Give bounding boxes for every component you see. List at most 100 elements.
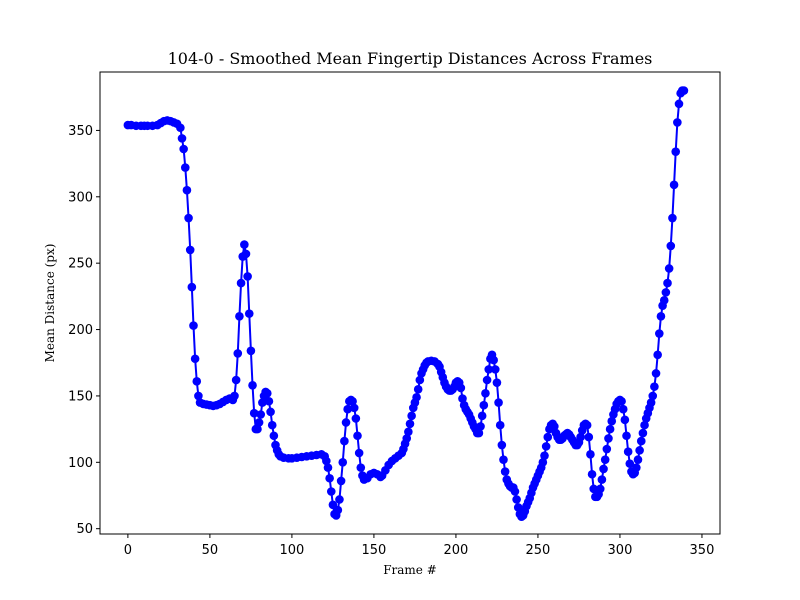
x-tick-label: 250 — [526, 543, 551, 558]
data-point — [263, 388, 272, 398]
y-tick-label: 50 — [76, 522, 93, 537]
data-point — [663, 278, 672, 288]
data-point — [412, 392, 421, 402]
data-point — [348, 396, 357, 406]
data-point — [587, 469, 597, 479]
data-point — [341, 418, 351, 427]
data-point — [231, 375, 241, 385]
data-point — [248, 381, 257, 390]
data-point — [177, 134, 187, 143]
data-point — [185, 245, 195, 255]
data-point — [499, 455, 508, 464]
data-point — [633, 455, 643, 464]
data-point — [646, 398, 656, 407]
data-point — [336, 476, 346, 486]
data-point — [402, 434, 412, 443]
data-point — [664, 264, 674, 273]
data-point — [190, 354, 200, 364]
data-point — [584, 432, 594, 442]
data-point — [669, 180, 679, 190]
data-point — [187, 282, 197, 292]
data-point — [679, 86, 689, 95]
data-point — [617, 396, 626, 406]
data-point — [333, 505, 343, 515]
data-point — [180, 163, 190, 172]
y-tick-label: 100 — [68, 456, 93, 471]
data-point — [479, 400, 489, 410]
data-point — [343, 404, 352, 414]
data-point — [458, 394, 467, 403]
data-point — [541, 442, 551, 451]
data-point — [256, 410, 266, 419]
data-point — [235, 311, 244, 321]
data-point — [266, 407, 275, 417]
x-axis: 0 50 100 150 200 250 300 350 — [124, 534, 714, 558]
data-point — [176, 123, 185, 133]
data-point — [241, 249, 251, 259]
data-point — [666, 241, 676, 251]
data-point — [415, 375, 425, 385]
data-point — [335, 495, 344, 504]
y-tick-label: 250 — [68, 257, 93, 272]
data-point — [230, 391, 239, 401]
data-point — [351, 414, 361, 423]
data-point — [582, 420, 592, 430]
data-point — [599, 464, 608, 474]
data-point — [354, 448, 364, 458]
data-point — [189, 321, 198, 330]
plot-area — [123, 86, 689, 522]
data-point — [648, 391, 658, 401]
data-point — [550, 422, 559, 431]
y-tick-label: 300 — [68, 190, 93, 205]
x-axis-label: Frame # — [383, 563, 437, 577]
data-point — [482, 375, 492, 385]
data-point — [476, 422, 485, 431]
data-point — [512, 495, 521, 504]
data-point — [258, 398, 267, 407]
data-point — [632, 463, 641, 472]
data-point — [236, 278, 246, 288]
data-point — [490, 365, 500, 374]
data-point — [623, 447, 633, 456]
chart-title: 104-0 - Smoothed Mean Fingertip Distance… — [168, 49, 653, 68]
data-point — [194, 391, 203, 401]
data-point — [540, 451, 549, 460]
data-point — [405, 419, 415, 429]
data-point — [620, 415, 630, 425]
data-point — [240, 240, 249, 249]
data-point — [510, 487, 520, 496]
data-point — [595, 484, 605, 494]
data-point — [338, 458, 348, 467]
data-point — [656, 311, 666, 321]
data-point — [673, 118, 682, 127]
data-point — [638, 428, 648, 438]
data-point — [182, 185, 192, 195]
data-point — [671, 147, 681, 156]
data-point — [269, 431, 279, 441]
data-point — [323, 463, 333, 472]
x-tick-label: 50 — [202, 543, 219, 558]
data-point — [661, 288, 671, 297]
data-point — [326, 487, 336, 496]
data-point — [484, 365, 494, 374]
data-point — [264, 396, 274, 406]
x-tick-label: 200 — [444, 543, 469, 558]
data-point — [618, 404, 628, 414]
data-point — [244, 309, 254, 318]
data-point — [674, 99, 684, 109]
data-point — [179, 144, 188, 154]
data-point — [651, 369, 661, 378]
data-point — [494, 398, 503, 407]
data-point — [233, 349, 243, 358]
data-point — [267, 420, 277, 430]
data-point — [340, 436, 349, 446]
y-axis-label: Mean Distance (px) — [43, 244, 57, 363]
plot-frame — [99, 71, 721, 535]
data-point — [636, 436, 646, 446]
y-tick-label: 350 — [68, 124, 93, 139]
data-point — [184, 213, 193, 223]
data-point — [604, 434, 613, 443]
data-point — [413, 384, 423, 394]
data-point — [605, 424, 615, 434]
